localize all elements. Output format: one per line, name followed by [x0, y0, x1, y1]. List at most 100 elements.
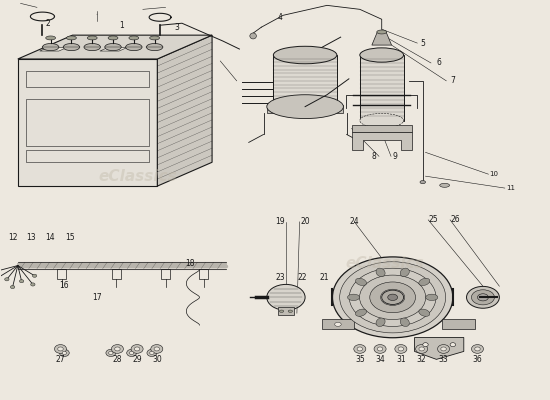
Ellipse shape [438, 344, 449, 353]
Ellipse shape [31, 283, 35, 286]
Ellipse shape [134, 347, 140, 351]
Ellipse shape [108, 36, 118, 40]
Polygon shape [415, 338, 464, 359]
Ellipse shape [398, 347, 404, 351]
Text: 18: 18 [185, 259, 195, 268]
Ellipse shape [129, 351, 134, 354]
Text: 33: 33 [439, 355, 448, 364]
Ellipse shape [348, 294, 360, 300]
Ellipse shape [46, 36, 56, 40]
Text: 20: 20 [300, 217, 310, 226]
Text: 12: 12 [9, 233, 18, 242]
Ellipse shape [400, 318, 409, 326]
Ellipse shape [370, 282, 416, 313]
Ellipse shape [109, 351, 113, 354]
Ellipse shape [382, 290, 404, 304]
Ellipse shape [112, 344, 123, 353]
Text: 14: 14 [45, 233, 54, 242]
Text: 35: 35 [355, 355, 365, 364]
Text: 1: 1 [119, 21, 124, 30]
Text: 3: 3 [174, 23, 179, 32]
Polygon shape [273, 55, 337, 107]
Polygon shape [322, 319, 354, 329]
Ellipse shape [450, 343, 455, 347]
Ellipse shape [106, 349, 116, 356]
Text: 5: 5 [420, 38, 425, 48]
Ellipse shape [126, 349, 136, 356]
Ellipse shape [477, 294, 488, 301]
Ellipse shape [377, 30, 387, 34]
Ellipse shape [84, 44, 101, 51]
Ellipse shape [419, 278, 430, 286]
Ellipse shape [400, 268, 409, 277]
Ellipse shape [416, 344, 428, 353]
Ellipse shape [62, 351, 67, 354]
Ellipse shape [360, 114, 404, 128]
Text: 25: 25 [429, 215, 438, 224]
Text: 8: 8 [371, 152, 376, 161]
Ellipse shape [150, 351, 154, 354]
Ellipse shape [42, 44, 59, 51]
Ellipse shape [273, 98, 337, 115]
Ellipse shape [340, 262, 446, 333]
Ellipse shape [147, 349, 157, 356]
Ellipse shape [354, 344, 366, 353]
Text: 16: 16 [59, 281, 69, 290]
Polygon shape [351, 124, 412, 132]
Ellipse shape [441, 347, 446, 351]
Ellipse shape [267, 284, 305, 310]
Text: eClassics: eClassics [99, 169, 178, 184]
Polygon shape [351, 132, 412, 150]
Text: 30: 30 [152, 355, 162, 364]
Ellipse shape [426, 294, 438, 300]
Ellipse shape [58, 347, 63, 351]
Ellipse shape [374, 344, 386, 353]
Ellipse shape [471, 344, 483, 353]
Ellipse shape [151, 344, 163, 353]
Ellipse shape [423, 343, 428, 347]
Text: 34: 34 [375, 355, 385, 364]
Text: 17: 17 [92, 293, 102, 302]
Ellipse shape [471, 290, 494, 305]
Ellipse shape [279, 310, 284, 312]
Ellipse shape [420, 180, 426, 184]
Polygon shape [267, 105, 343, 113]
Text: 7: 7 [450, 76, 455, 85]
Ellipse shape [439, 183, 449, 187]
Text: 26: 26 [451, 215, 460, 224]
Ellipse shape [4, 278, 9, 281]
Text: 28: 28 [113, 355, 122, 364]
Ellipse shape [381, 289, 405, 306]
Ellipse shape [355, 278, 366, 286]
Ellipse shape [250, 33, 256, 39]
Text: 27: 27 [56, 355, 65, 364]
Text: 23: 23 [276, 273, 285, 282]
Text: 13: 13 [26, 233, 36, 242]
Text: 22: 22 [298, 273, 307, 282]
Ellipse shape [131, 344, 143, 353]
Text: 9: 9 [393, 152, 398, 161]
Ellipse shape [349, 268, 436, 326]
Ellipse shape [87, 36, 97, 40]
Ellipse shape [334, 322, 341, 326]
Ellipse shape [19, 280, 24, 283]
Ellipse shape [63, 44, 80, 51]
Ellipse shape [395, 344, 407, 353]
Polygon shape [278, 307, 294, 315]
Text: 32: 32 [417, 355, 426, 364]
Ellipse shape [332, 257, 453, 338]
Ellipse shape [154, 347, 160, 351]
Ellipse shape [67, 36, 76, 40]
Ellipse shape [146, 44, 163, 51]
Ellipse shape [59, 349, 69, 356]
Polygon shape [157, 35, 212, 186]
Text: 31: 31 [396, 355, 406, 364]
Ellipse shape [54, 344, 67, 353]
Polygon shape [40, 48, 67, 51]
Ellipse shape [376, 268, 385, 277]
Ellipse shape [360, 48, 404, 62]
Polygon shape [18, 35, 212, 59]
Text: 11: 11 [506, 185, 515, 191]
Ellipse shape [273, 46, 337, 64]
Ellipse shape [10, 286, 15, 289]
